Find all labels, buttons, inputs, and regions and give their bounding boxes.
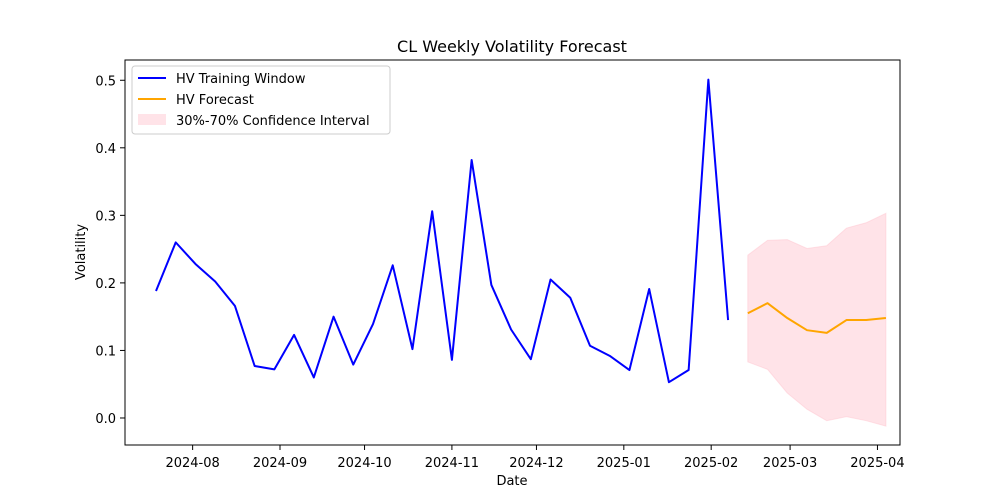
- legend-swatch-confidence-interval: [138, 114, 166, 125]
- series-line-hv-training-window: [155, 78, 730, 384]
- x-tick-label: 2025-01: [597, 456, 651, 471]
- legend: HV Training Window HV Forecast 30%-70% C…: [131, 65, 391, 135]
- confidence-interval-band: [747, 212, 887, 427]
- x-tick-label: 2024-08: [165, 456, 219, 471]
- y-axis-label: Volatility: [74, 224, 89, 280]
- y-tick-label: 0.5: [95, 74, 116, 89]
- x-tick-label: 2024-11: [425, 456, 479, 471]
- legend-box: [131, 65, 391, 135]
- y-tick-label: 0.1: [95, 344, 116, 359]
- series-layer: [155, 78, 887, 384]
- legend-label-confidence-interval: 30%-70% Confidence Interval: [176, 114, 370, 129]
- legend-label-forecast: HV Forecast: [176, 93, 254, 108]
- chart-title: CL Weekly Volatility Forecast: [397, 37, 627, 56]
- x-tick-label: 2024-12: [509, 456, 563, 471]
- x-tick-label: 2024-10: [337, 456, 391, 471]
- plot-area-frame: [124, 59, 901, 446]
- x-tick-label: 2024-09: [253, 456, 307, 471]
- x-tick-label: 2025-03: [763, 456, 817, 471]
- x-axis-ticks: 2024-08 2024-09 2024-10 2024-11 2024-12 2025-…: [165, 445, 905, 471]
- confidence-interval-layer: [747, 212, 887, 427]
- y-axis-ticks: 0.0 0.1 0.2 0.3 0.4 0.5: [95, 74, 125, 427]
- y-tick-label: 0.4: [95, 142, 116, 157]
- x-tick-label: 2025-04: [850, 456, 904, 471]
- series-line-hv-forecast: [747, 302, 887, 334]
- x-axis-label: Date: [496, 474, 527, 489]
- x-tick-label: 2025-02: [684, 456, 738, 471]
- y-tick-label: 0.0: [95, 412, 116, 427]
- y-tick-label: 0.3: [95, 209, 116, 224]
- legend-label-training: HV Training Window: [176, 72, 306, 87]
- y-tick-label: 0.2: [95, 277, 116, 292]
